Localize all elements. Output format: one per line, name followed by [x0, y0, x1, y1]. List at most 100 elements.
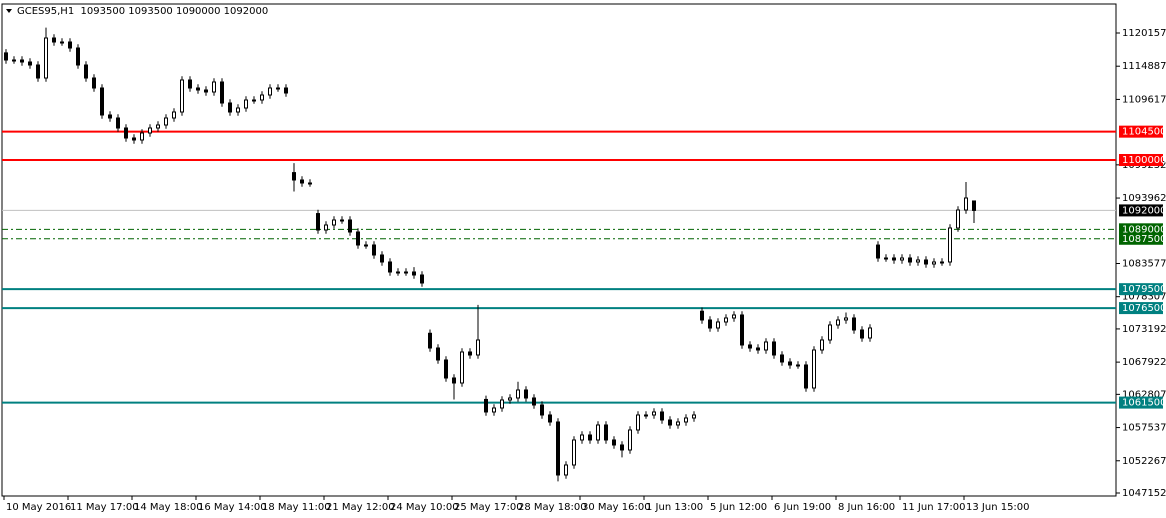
x-tick-label: 13 Jun 15:00 [966, 502, 1030, 513]
candle-body [452, 377, 456, 384]
candle-body [12, 59, 16, 62]
candle-body [612, 439, 616, 446]
candle-body [84, 64, 88, 79]
candle-body [476, 339, 480, 356]
candle-body [100, 87, 104, 116]
candle-body [580, 434, 584, 441]
level-label: 1100000 [1122, 155, 1166, 166]
candle-body [356, 231, 360, 246]
candle-body [972, 200, 976, 211]
x-tick-label: 11 Jun 17:00 [902, 502, 966, 513]
candle-body [36, 64, 40, 79]
candle-body [868, 327, 872, 339]
candle-body [716, 321, 720, 329]
level-label-bg [1119, 283, 1163, 296]
y-tick-label: 1062807 [1122, 389, 1166, 400]
candle-body [660, 411, 664, 421]
candle-body [436, 347, 440, 361]
level-label: 1061500 [1122, 398, 1166, 409]
candle-body [76, 47, 80, 66]
candle-body [532, 397, 536, 406]
candle-body [292, 172, 296, 181]
candle-body [236, 107, 240, 113]
candle-body [372, 244, 376, 256]
level-label-bg [1119, 396, 1163, 409]
candle-body [124, 127, 128, 139]
x-tick-label: 21 May 12:00 [326, 502, 395, 513]
x-tick-label: 30 May 16:00 [582, 502, 651, 513]
candle-body [308, 182, 312, 185]
candle-body [244, 99, 248, 109]
candle-body [204, 89, 208, 93]
candle-body [332, 219, 336, 226]
candle-body [652, 411, 656, 416]
y-tick-label: 1083577 [1122, 258, 1166, 269]
x-tick-label: 11 May 17:00 [70, 502, 139, 513]
level-label: 1089000 [1122, 224, 1166, 235]
candle-body [700, 310, 704, 321]
level-label: 1087500 [1122, 234, 1166, 245]
candle-body [116, 117, 120, 129]
x-tick-label: 1 Jun 13:00 [646, 502, 703, 513]
candle-body [60, 41, 64, 44]
candle-body [52, 37, 56, 43]
candle-body [516, 389, 520, 399]
candle-body [644, 414, 648, 417]
candle-body [740, 314, 744, 346]
candle-body [260, 94, 264, 101]
candle-body [756, 347, 760, 351]
candle-body [220, 81, 224, 104]
candle-body [820, 339, 824, 351]
x-tick-label: 28 May 18:00 [518, 502, 587, 513]
candle-body [748, 344, 752, 349]
y-tick-label: 1114887 [1122, 61, 1166, 72]
candle-body [276, 87, 280, 90]
candle-body [900, 257, 904, 261]
candle-body [316, 213, 320, 231]
candle-body [348, 219, 352, 233]
candle-body [388, 261, 392, 273]
level-label: 1079500 [1122, 284, 1166, 295]
candle-body [924, 259, 928, 265]
y-tick-label: 1073192 [1122, 324, 1166, 335]
level-label-bg [1119, 232, 1163, 245]
candle-body [540, 404, 544, 416]
level-label-bg [1119, 125, 1163, 138]
candle-body [484, 398, 488, 413]
candle-body [908, 257, 912, 263]
candle-body [68, 41, 72, 49]
candle-body [180, 79, 184, 113]
candle-body [636, 414, 640, 431]
x-tick-label: 8 Jun 16:00 [838, 502, 895, 513]
level-label-bg [1119, 302, 1163, 315]
candle-body [852, 317, 856, 331]
candle-body [684, 417, 688, 423]
candle-body [668, 419, 672, 426]
candle-body [196, 87, 200, 91]
candle-body [108, 114, 112, 119]
candle-body [620, 444, 624, 451]
candle-body [140, 132, 144, 141]
menu-arrow[interactable] [6, 9, 12, 13]
candle-body [940, 261, 944, 264]
candle-body [932, 261, 936, 265]
candle-body [836, 319, 840, 326]
candle-body [876, 244, 880, 259]
candle-body [780, 354, 784, 363]
candle-body [524, 389, 528, 399]
candle-body [156, 124, 160, 129]
level-label-bg [1119, 223, 1163, 236]
candle-body [964, 197, 968, 211]
candle-body [676, 421, 680, 426]
candle-body [284, 87, 288, 94]
candle-body [732, 314, 736, 319]
candle-body [380, 254, 384, 263]
candle-body [324, 224, 328, 231]
candle-body [860, 329, 864, 339]
candle-body [628, 429, 632, 451]
y-tick-label: 1120157 [1122, 28, 1166, 39]
candle-body [300, 179, 304, 184]
candle-body [828, 324, 832, 341]
candle-body [460, 351, 464, 384]
